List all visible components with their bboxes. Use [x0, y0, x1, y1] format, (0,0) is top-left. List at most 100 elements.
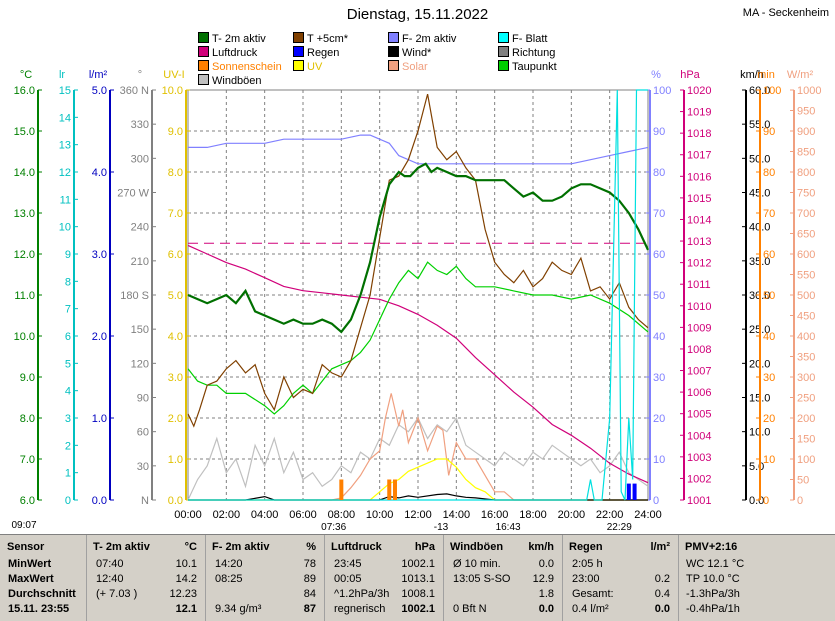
- y-tick-label: 14.0: [14, 167, 35, 179]
- legend-label: F- 2m aktiv: [402, 33, 457, 45]
- y-tick-label: 6.0: [20, 495, 35, 507]
- y-tick-label: 270 W: [117, 188, 149, 200]
- legend-item: Richtung: [498, 46, 555, 59]
- y-tick-label: 0: [65, 495, 71, 507]
- y-tick-label: 360 N: [120, 85, 149, 97]
- table-column: PMV+2:16 WC 12.1 °C TP 10.0 °C -1.3hPa/3h -0…: [678, 535, 835, 621]
- legend-swatch: [498, 32, 509, 43]
- y-tick-label: 10: [59, 222, 71, 234]
- table-cell-value: 1013.1: [401, 573, 435, 585]
- legend-label: Wind*: [402, 47, 432, 59]
- y-tick-label: 6.0: [168, 249, 183, 261]
- y-tick-label: 60: [653, 249, 665, 261]
- time-marker: 16:43: [496, 522, 521, 533]
- y-tick-label: 1010: [687, 301, 711, 313]
- table-header: F- 2m aktiv: [212, 541, 270, 553]
- table-cell-label: 00:05: [334, 573, 362, 585]
- legend-item: Windböen: [198, 74, 262, 87]
- y-tick-label: 90: [763, 126, 775, 138]
- time-marker: -13: [434, 522, 449, 533]
- table-cell-value: 10.1: [175, 558, 197, 570]
- table-cell-label: 07:40: [96, 558, 124, 570]
- table-cell-label: 23:00: [572, 573, 600, 585]
- y-tick-label: 10: [653, 454, 665, 466]
- y-tick-label: 1007: [687, 366, 711, 378]
- y-tick-label: 950: [797, 106, 815, 118]
- y-tick-label: 30: [763, 372, 775, 384]
- table-cell-value: 12.23: [169, 588, 197, 600]
- y-tick-label: 7.0: [20, 454, 35, 466]
- legend-swatch: [293, 60, 304, 71]
- y-tick-label: 1016: [687, 171, 711, 183]
- y-tick-label: 4.0: [92, 167, 107, 179]
- y-axis-unit: %: [651, 69, 661, 81]
- table-cell-value: 84: [303, 588, 316, 600]
- table-unit: °C: [184, 541, 197, 553]
- series-line: [187, 244, 649, 484]
- legend-item: T- 2m aktiv: [198, 32, 266, 45]
- y-tick-label: 3: [65, 413, 71, 425]
- y-tick-label: 12.0: [14, 249, 35, 261]
- y-tick-label: 4: [65, 386, 71, 398]
- legend-item: UV: [293, 60, 322, 73]
- y-tick-label: 20: [653, 413, 665, 425]
- y-tick-label: 15: [59, 85, 71, 97]
- x-tick-label: 14:00: [443, 509, 471, 521]
- y-tick-label: 1004: [687, 430, 711, 442]
- table-cell-label: 12:40: [96, 573, 124, 585]
- y-tick-label: 900: [797, 126, 815, 138]
- x-tick-label: 04:00: [251, 509, 279, 521]
- legend-swatch: [388, 46, 399, 57]
- x-tick-label: 00:00: [174, 509, 202, 521]
- table-cell-value: 1.8: [538, 588, 554, 600]
- legend-label: T- 2m aktiv: [212, 33, 266, 45]
- y-tick-label: 14: [59, 112, 71, 124]
- y-tick-label: 8.0: [168, 167, 183, 179]
- legend-label: F- Blatt: [512, 33, 548, 45]
- y-tick-label: 750: [797, 188, 815, 200]
- table-header: Windböen: [450, 541, 504, 553]
- y-tick-label: 100: [653, 85, 671, 97]
- chart-title: Dienstag, 15.11.2022: [346, 6, 489, 23]
- table-unit: hPa: [414, 541, 435, 553]
- table-header: Luftdruck: [331, 541, 382, 553]
- y-tick-label: 5: [65, 358, 71, 370]
- y-tick-label: 40: [763, 331, 775, 343]
- x-tick-label: 16:00: [481, 509, 509, 521]
- table-header: T- 2m aktiv: [93, 541, 150, 553]
- y-tick-label: 1003: [687, 452, 711, 464]
- y-tick-label: 1011: [687, 279, 711, 291]
- table-cell-value: 0.4: [654, 588, 670, 600]
- legend-swatch: [293, 46, 304, 57]
- y-tick-label: 1002: [687, 473, 711, 485]
- y-tick-label: 11.0: [14, 290, 35, 302]
- table-cell-label: ^1.2hPa/3h: [334, 588, 390, 600]
- legend-label: Sonnenschein: [212, 61, 282, 73]
- y-tick-label: 12: [59, 167, 71, 179]
- y-tick-label: 1006: [687, 387, 711, 399]
- y-axis-unit: km/h: [740, 69, 764, 81]
- legend-item: Luftdruck: [198, 46, 257, 59]
- legend-item: Regen: [293, 46, 339, 59]
- y-tick-label: 1020: [687, 85, 711, 97]
- legend-label: Solar: [402, 61, 428, 73]
- table-cell: WC 12.1 °C: [686, 558, 745, 570]
- table-cell-value: 12.9: [532, 573, 554, 585]
- table-column: F- 2m aktiv% 14:20 78 08:25 89 84 9.34 g/m³ 87: [205, 535, 325, 621]
- table-cell-value: 0.0: [538, 558, 554, 570]
- y-tick-label: 550: [797, 270, 815, 282]
- y-axis-unit: °C: [20, 69, 32, 81]
- y-tick-label: 650: [797, 229, 815, 241]
- x-tick-label: 12:00: [404, 509, 432, 521]
- y-axis-unit: l/m²: [89, 69, 108, 81]
- y-tick-label: 5.0: [92, 85, 107, 97]
- y-tick-label: 9: [65, 249, 71, 261]
- y-tick-label: 2.0: [92, 331, 107, 343]
- data-bar: [626, 483, 631, 500]
- x-tick-label: 18:00: [519, 509, 547, 521]
- legend-item: Wind*: [388, 46, 431, 59]
- table-unit: km/h: [528, 541, 554, 553]
- y-tick-label: 240: [131, 222, 149, 234]
- table-cell-label: regnerisch: [334, 603, 386, 615]
- y-tick-label: 13.0: [14, 208, 35, 220]
